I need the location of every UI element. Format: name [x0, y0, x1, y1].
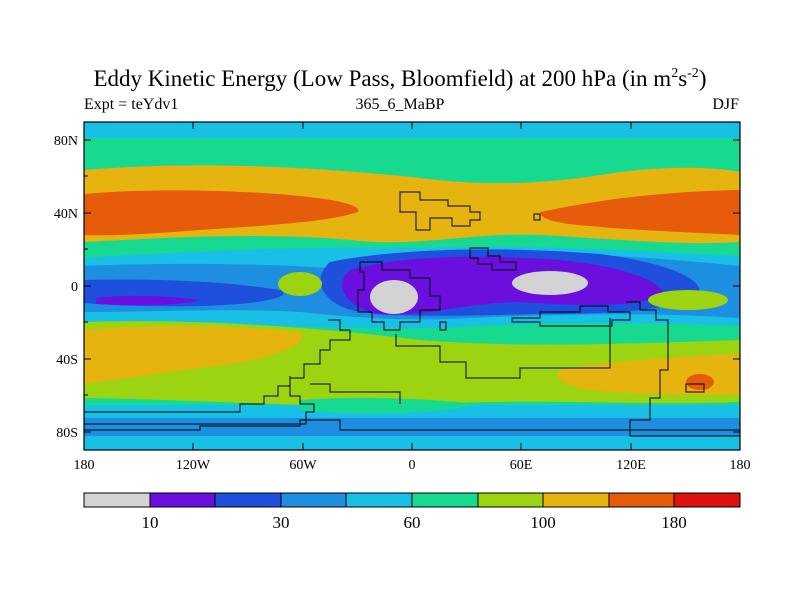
lat-label-40S: 40S	[56, 353, 78, 368]
colorbar-label-60: 60	[404, 513, 421, 532]
north-jet-orange-east	[540, 190, 740, 235]
lon-label-180-west: 180	[74, 458, 95, 473]
lat-label-80S: 80S	[56, 426, 78, 441]
colorbar-box-5	[345, 492, 413, 508]
colorbar-label-30: 30	[273, 513, 290, 532]
colorbar-box-1	[83, 492, 151, 508]
continent-outlines	[84, 191, 740, 437]
lat-axis	[84, 139, 740, 433]
colorbar	[83, 492, 741, 508]
tropical-purple-west	[96, 295, 200, 306]
south-jet-orange-east	[686, 374, 714, 390]
outline-middle-east	[469, 247, 517, 271]
colorbar-label-180: 180	[661, 513, 687, 532]
outline-south-america	[84, 319, 351, 425]
colorbar-box-9	[608, 492, 675, 508]
colorbar-box-2	[149, 492, 216, 508]
lat-label-0: 0	[71, 280, 78, 295]
colorbar-box-10	[673, 492, 741, 508]
contour-field	[84, 122, 740, 450]
outline-antarctica	[84, 419, 740, 431]
outline-eurasia	[399, 191, 481, 231]
colorbar-label-10: 10	[142, 513, 159, 532]
colorbar-box-8	[542, 492, 610, 508]
chart-title: Eddy Kinetic Energy (Low Pass, Bloomfiel…	[93, 66, 707, 91]
colorbar-label-100: 100	[530, 513, 556, 532]
lon-label-120W: 120W	[176, 458, 211, 473]
colorbar-box-4	[280, 492, 347, 508]
lon-axis	[83, 122, 741, 450]
lat-label-40N: 40N	[54, 207, 78, 222]
lon-label-180-east: 180	[730, 458, 751, 473]
experiment-id-label: 365_6_MaBP	[355, 96, 445, 113]
lon-label-60E: 60E	[510, 458, 533, 473]
north-jet-orange-west	[84, 190, 359, 236]
minimum-indian-ocean	[512, 271, 588, 295]
lon-label-120E: 120E	[616, 458, 646, 473]
lat-label-80N: 80N	[54, 134, 78, 149]
outline-australia	[626, 301, 740, 437]
lon-label-0: 0	[409, 458, 416, 473]
outline-maritime	[511, 305, 631, 327]
colorbar-box-7	[477, 492, 544, 508]
north-polar-band	[84, 122, 740, 138]
lon-label-60W: 60W	[289, 458, 317, 473]
outline-africa	[357, 261, 441, 331]
colorbar-box-3	[214, 492, 282, 508]
tropical-purple	[342, 256, 664, 315]
season-label: DJF	[712, 96, 739, 113]
colorbar-box-6	[411, 492, 479, 508]
experiment-label: Expt = teYdv1	[84, 96, 179, 113]
minimum-africa	[370, 280, 418, 314]
